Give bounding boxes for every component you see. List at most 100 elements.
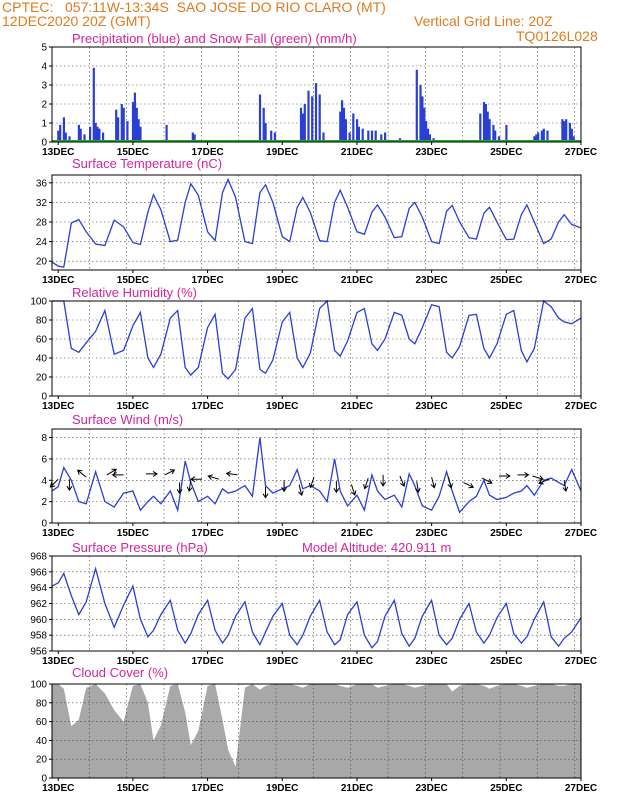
wind-arrow xyxy=(562,480,569,493)
wind-arrow xyxy=(106,468,118,476)
x-tick-label: 27DEC xyxy=(565,783,597,794)
x-tick-label: 17DEC xyxy=(191,147,223,158)
precip-bar xyxy=(64,132,67,142)
wind-arrow xyxy=(262,486,269,499)
precip-bar xyxy=(311,96,314,142)
panel-title: Surface Pressure (hPa) xyxy=(72,540,208,555)
precip-bar xyxy=(486,111,489,142)
x-tick-label: 25DEC xyxy=(490,528,522,539)
precip-bar xyxy=(102,132,105,142)
wind-arrow xyxy=(414,481,421,494)
panel-4: 956 958 960 962 964 966 968 13DEC 15DEC 17DEC 19DE… xyxy=(30,540,597,667)
y-tick-label: 20 xyxy=(36,755,48,766)
panel-title: Precipitation (blue) and Snow Fall (gree… xyxy=(72,31,357,46)
x-tick-label: 13DEC xyxy=(42,783,74,794)
model-code: TQ0126L028 xyxy=(516,28,598,44)
datetime-label: 12DEC2020 20Z (GMT) xyxy=(2,13,151,29)
x-tick-label: 19DEC xyxy=(266,783,298,794)
x-tick-label: 23DEC xyxy=(416,275,448,286)
precip-bar xyxy=(546,130,549,142)
series-line xyxy=(52,299,582,380)
x-tick-label: 17DEC xyxy=(191,401,223,412)
precip-bar xyxy=(488,119,491,142)
precip-bar xyxy=(352,113,355,142)
y-tick-label: 962 xyxy=(30,599,47,610)
y-tick-label: 24 xyxy=(36,237,48,248)
precip-bar xyxy=(126,121,129,142)
wind-arrow xyxy=(399,475,406,488)
wind-arrow xyxy=(363,477,369,490)
precip-bar xyxy=(535,134,538,142)
wind-arrow xyxy=(298,484,304,497)
precip-bar xyxy=(370,130,374,142)
y-tick-label: 100 xyxy=(30,297,47,308)
precip-bar xyxy=(505,124,508,142)
source-label: CPTEC: xyxy=(2,0,54,15)
precip-bar xyxy=(542,128,545,142)
plot-frame xyxy=(51,46,582,143)
precip-bar xyxy=(570,128,573,142)
x-tick-label: 25DEC xyxy=(490,656,522,667)
x-tick-label: 27DEC xyxy=(565,528,597,539)
precip-bar xyxy=(533,136,536,142)
precip-bar xyxy=(367,130,370,142)
x-tick-label: 21DEC xyxy=(341,275,373,286)
y-tick-label: 80 xyxy=(36,698,48,709)
plot-area xyxy=(52,429,581,523)
plot-frame xyxy=(51,428,582,524)
x-tick-label: 17DEC xyxy=(191,656,223,667)
precip-bar xyxy=(77,124,80,142)
y-tick-label: 0 xyxy=(41,138,47,149)
precip-bar xyxy=(299,107,303,142)
precip-bar xyxy=(572,136,575,142)
y-tick-label: 80 xyxy=(36,316,48,327)
precip-bar xyxy=(120,104,123,142)
x-tick-label: 21DEC xyxy=(341,783,373,794)
precip-bar xyxy=(264,123,267,142)
x-tick-label: 13DEC xyxy=(42,528,74,539)
precip-bar xyxy=(96,126,99,142)
wind-arrow xyxy=(333,481,340,494)
y-tick-label: 966 xyxy=(30,567,47,578)
series-line xyxy=(51,566,582,649)
x-tick-label: 19DEC xyxy=(266,656,298,667)
wind-arrow xyxy=(481,477,493,484)
wind-arrow xyxy=(447,476,454,489)
cloud-area xyxy=(52,684,581,778)
precip-bar xyxy=(122,107,125,142)
y-tick-label: 60 xyxy=(36,335,48,346)
x-tick-label: 13DEC xyxy=(42,275,74,286)
x-tick-label: 15DEC xyxy=(117,656,149,667)
y-tick-label: 100 xyxy=(30,680,47,691)
wind-arrow xyxy=(66,479,73,492)
precip-bar xyxy=(356,119,359,142)
precip-bar xyxy=(419,85,422,142)
precip-bar xyxy=(165,124,168,142)
precip-bar xyxy=(342,107,346,142)
y-tick-label: 964 xyxy=(30,583,47,594)
precip-bar xyxy=(68,136,71,142)
precip-bar xyxy=(425,121,428,142)
x-tick-label: 19DEC xyxy=(266,147,298,158)
precip-bar xyxy=(273,132,276,142)
panel-title: Surface Wind (m/s) xyxy=(72,412,183,427)
wind-arrow xyxy=(532,475,544,481)
precip-bar xyxy=(89,126,92,142)
precip-bar xyxy=(374,130,377,142)
location-name: SAO JOSE DO RIO CLARO (MT) xyxy=(176,0,386,15)
x-tick-label: 15DEC xyxy=(117,275,149,286)
y-tick-label: 20 xyxy=(36,257,48,268)
wind-arrow xyxy=(76,469,87,478)
y-tick-label: 0 xyxy=(41,392,47,403)
x-tick-label: 19DEC xyxy=(266,275,298,286)
precip-bar xyxy=(131,102,135,142)
precip-bar xyxy=(62,117,65,142)
precip-bar xyxy=(262,107,265,142)
precip-bar xyxy=(270,130,273,142)
precip-bar xyxy=(57,130,60,142)
y-tick-label: 32 xyxy=(36,198,48,209)
precip-bar xyxy=(540,130,543,142)
precip-bar xyxy=(258,94,262,142)
y-tick-label: 0 xyxy=(41,774,47,785)
precip-bar xyxy=(135,107,138,142)
